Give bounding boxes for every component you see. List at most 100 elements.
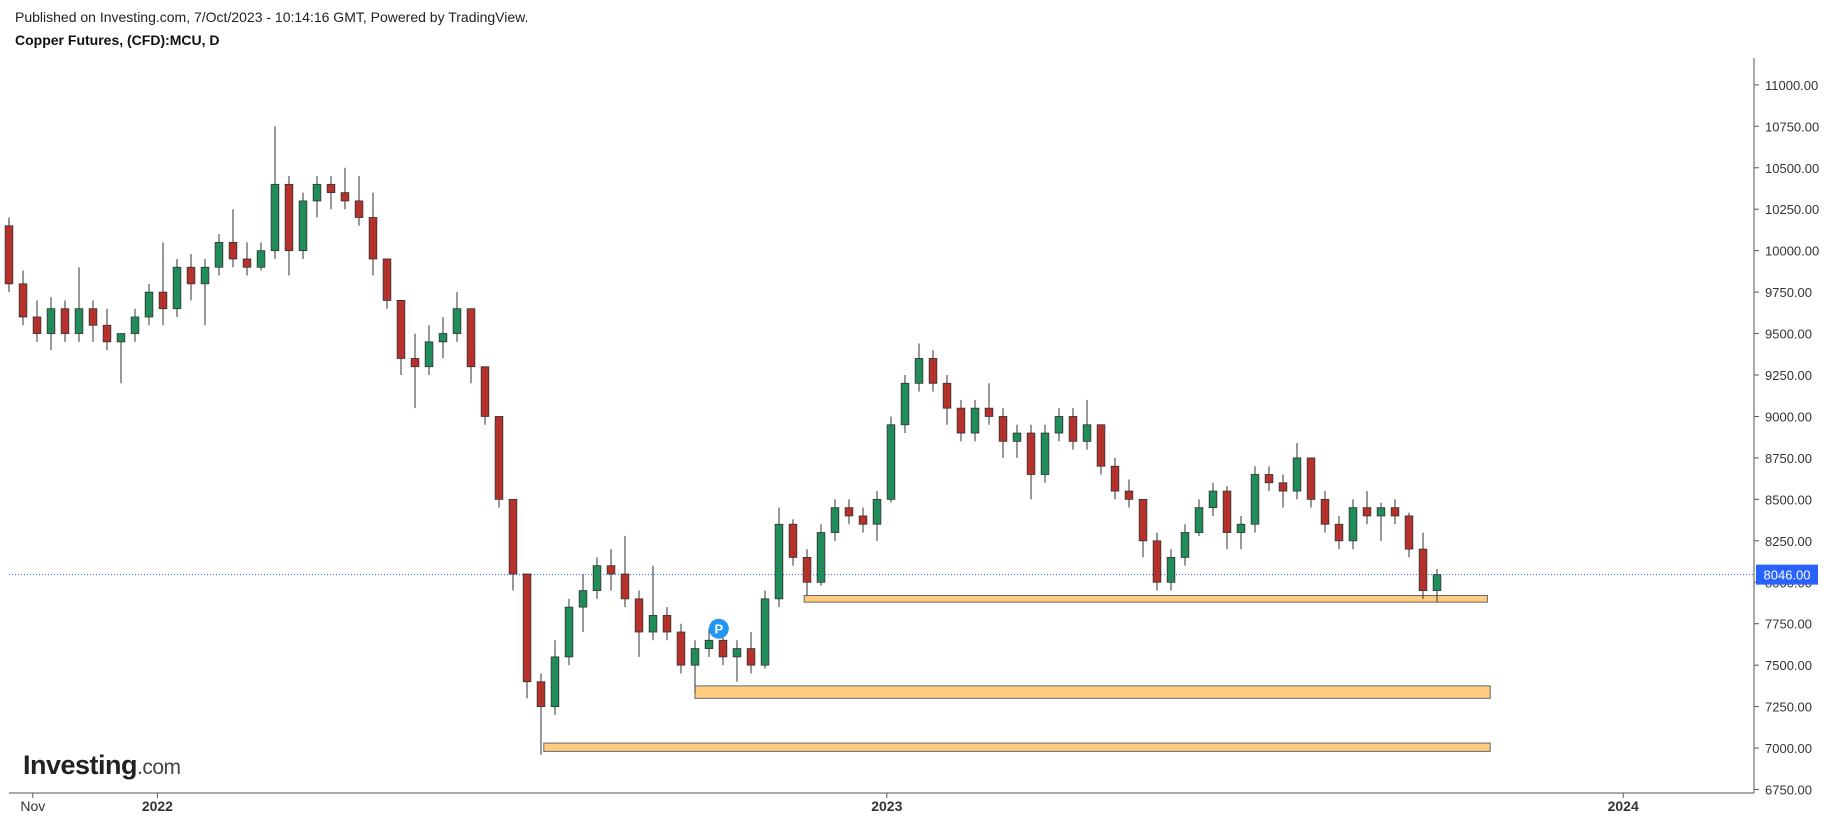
candle-body <box>200 266 210 285</box>
y-tick-label: 8500.00 <box>1765 492 1812 507</box>
candle-body <box>270 183 280 252</box>
candle-body <box>1222 490 1232 533</box>
candle-body <box>438 333 448 343</box>
candle-body <box>1404 515 1414 550</box>
y-tick-label: 10250.00 <box>1765 202 1819 217</box>
candle-body <box>144 291 154 318</box>
candle-body <box>634 598 644 633</box>
x-tick-label: 2023 <box>871 798 902 814</box>
logo: Investing.com <box>23 750 181 780</box>
candle-body <box>1250 474 1260 525</box>
candle-body <box>340 192 350 202</box>
candle-body <box>424 341 434 368</box>
candle-body <box>928 358 938 384</box>
candle-body <box>326 183 336 194</box>
candle-body <box>662 615 672 633</box>
candle-body <box>1054 416 1064 434</box>
candle-body <box>312 183 322 202</box>
candle-body <box>1320 498 1330 525</box>
y-tick-label: 10500.00 <box>1765 161 1819 176</box>
candle-body <box>1110 465 1120 492</box>
candle-body <box>410 358 420 368</box>
candle-body <box>1208 490 1218 509</box>
candle-body <box>844 507 854 517</box>
annotation-label: P <box>714 622 723 637</box>
candle-body <box>956 407 966 434</box>
candle-body <box>172 266 182 310</box>
candle-body <box>1376 507 1386 517</box>
support-zone <box>803 595 1488 603</box>
candle-body <box>760 598 770 666</box>
candle-body <box>704 639 714 649</box>
candle-body <box>1236 523 1246 533</box>
published-note: Published on Investing.com, 7/Oct/2023 -… <box>15 9 528 25</box>
candle-body <box>354 200 364 218</box>
symbol-title: Copper Futures, (CFD):MCU, D <box>15 32 220 48</box>
y-tick-label: 9500.00 <box>1765 327 1812 342</box>
candle-body <box>592 565 602 591</box>
candle-body <box>1306 457 1316 500</box>
candle-body <box>1432 574 1442 591</box>
annotation-marker <box>708 618 729 639</box>
candle-body <box>970 407 980 434</box>
candle-body <box>1418 548 1428 591</box>
y-tick-label: 8250.00 <box>1765 534 1812 549</box>
y-tick-label: 9250.00 <box>1765 368 1812 383</box>
candle-body <box>802 556 812 583</box>
candle-body <box>1096 424 1106 467</box>
candle-body <box>452 308 462 334</box>
candle-body <box>1194 507 1204 533</box>
candle-body <box>900 382 910 426</box>
last-price-box <box>1756 564 1818 585</box>
candle-body <box>1278 482 1288 492</box>
x-tick-label: 2024 <box>1608 798 1639 814</box>
candle-body <box>214 241 224 268</box>
candle-body <box>382 258 392 301</box>
y-tick-label: 9750.00 <box>1765 285 1812 300</box>
candle-body <box>228 241 238 260</box>
candle-body <box>130 316 140 334</box>
candle-body <box>816 532 826 583</box>
candle-body <box>1124 490 1134 500</box>
candle-body <box>284 183 294 252</box>
support-zone <box>694 685 1491 699</box>
candle-body <box>984 407 994 417</box>
y-tick-label: 9000.00 <box>1765 409 1812 424</box>
candle-body <box>1026 432 1036 475</box>
candle-body <box>1152 540 1162 583</box>
candle-body <box>396 300 406 359</box>
candle-body <box>942 382 952 409</box>
candle-body <box>298 200 308 252</box>
candle-body <box>1292 457 1302 492</box>
candle-body <box>914 358 924 384</box>
candle-body <box>186 266 196 285</box>
candle-body <box>886 424 896 500</box>
candle-body <box>872 498 882 525</box>
candle-body <box>746 648 756 666</box>
candle-body <box>1390 507 1400 517</box>
candle-body <box>788 523 798 558</box>
x-tick-label: Nov <box>20 798 45 814</box>
candle-body <box>4 225 14 285</box>
candle-body <box>46 308 56 334</box>
candle-body <box>1362 507 1372 517</box>
candle-body <box>564 606 574 658</box>
candle-body <box>242 258 252 268</box>
candle-body <box>74 308 84 334</box>
y-tick-label: 8750.00 <box>1765 451 1812 466</box>
candle-body <box>774 523 784 600</box>
candle-body <box>1166 556 1176 583</box>
candle-body <box>522 573 532 683</box>
candle-body <box>256 250 266 268</box>
candle-body <box>368 217 378 260</box>
candle-body <box>1180 532 1190 558</box>
candle-body <box>494 416 504 500</box>
y-tick-label: 7250.00 <box>1765 700 1812 715</box>
last-price-label: 8046.00 <box>1764 568 1811 583</box>
x-tick-label: 2022 <box>142 798 173 814</box>
candle-body <box>466 308 476 368</box>
y-tick-label: 7750.00 <box>1765 617 1812 632</box>
candle-body <box>32 316 42 334</box>
